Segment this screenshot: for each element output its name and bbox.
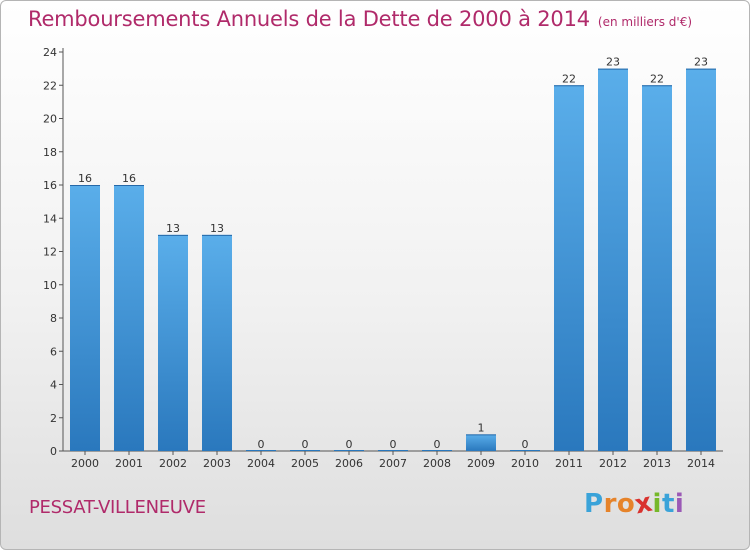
x-tick-label: 2011 bbox=[555, 457, 583, 470]
value-label: 0 bbox=[258, 438, 265, 451]
bar bbox=[554, 85, 584, 451]
logo-letter: r bbox=[603, 489, 617, 519]
value-label: 16 bbox=[122, 172, 136, 185]
x-tick-label: 2010 bbox=[511, 457, 539, 470]
bar bbox=[70, 185, 100, 451]
x-tick-label: 2001 bbox=[115, 457, 143, 470]
y-tick-label: 12 bbox=[43, 246, 57, 259]
y-tick-label: 4 bbox=[50, 379, 57, 392]
y-tick-label: 20 bbox=[43, 113, 57, 126]
bar bbox=[598, 68, 628, 451]
title-text: Remboursements Annuels de la Dette de 20… bbox=[28, 7, 590, 31]
value-label: 0 bbox=[302, 438, 309, 451]
bar bbox=[290, 450, 320, 451]
x-tick-label: 2004 bbox=[247, 457, 275, 470]
y-tick-label: 6 bbox=[50, 345, 57, 358]
value-label: 22 bbox=[650, 72, 664, 85]
value-label: 0 bbox=[522, 438, 529, 451]
bar bbox=[246, 450, 276, 451]
y-tick-label: 2 bbox=[50, 412, 57, 425]
title-unit: (en milliers d'€) bbox=[597, 15, 693, 29]
value-label: 0 bbox=[434, 438, 441, 451]
y-tick-label: 8 bbox=[50, 312, 57, 325]
bar bbox=[202, 234, 232, 451]
bar bbox=[378, 450, 408, 451]
x-tick-label: 2005 bbox=[291, 457, 319, 470]
bars bbox=[70, 68, 716, 451]
y-tick-label: 24 bbox=[43, 46, 57, 59]
y-tick-label: 22 bbox=[43, 79, 57, 92]
value-label: 1 bbox=[478, 421, 485, 434]
value-label: 0 bbox=[346, 438, 353, 451]
data-labels: 16 16 13 13 0 0 0 0 0 1 0 22 23 22 23 bbox=[78, 56, 708, 451]
logo-letter: P bbox=[584, 489, 604, 519]
place-name: PESSAT-VILLENEUVE bbox=[29, 497, 206, 518]
y-tick-label: 18 bbox=[43, 146, 57, 159]
value-label: 16 bbox=[78, 172, 92, 185]
x-tick-label: 2003 bbox=[203, 457, 231, 470]
bar bbox=[334, 450, 364, 451]
x-tick-label: 2006 bbox=[335, 457, 363, 470]
value-label: 23 bbox=[606, 56, 620, 69]
y-tick-label: 14 bbox=[43, 212, 57, 225]
logo-letter: i bbox=[652, 489, 662, 519]
y-tick-label: 16 bbox=[43, 179, 57, 192]
bar bbox=[510, 450, 540, 451]
logo-letter: t bbox=[661, 489, 675, 519]
y-tick-label: 0 bbox=[50, 445, 57, 458]
x-tick-label: 2012 bbox=[599, 457, 627, 470]
value-label: 13 bbox=[210, 222, 224, 235]
bar bbox=[114, 185, 144, 451]
bar bbox=[158, 234, 188, 451]
x-tick-label: 2000 bbox=[71, 457, 99, 470]
bar bbox=[686, 68, 716, 451]
proxiti-logo: Proxiti bbox=[584, 488, 685, 521]
value-label: 0 bbox=[390, 438, 397, 451]
value-label: 22 bbox=[562, 72, 576, 85]
bar bbox=[422, 450, 452, 451]
x-tick-label: 2009 bbox=[467, 457, 495, 470]
x-tick-label: 2008 bbox=[423, 457, 451, 470]
logo-letter: o bbox=[616, 489, 636, 519]
x-tick-label: 2007 bbox=[379, 457, 407, 470]
bar bbox=[466, 434, 496, 451]
y-tick-label: 10 bbox=[43, 279, 57, 292]
x-tick-label: 2013 bbox=[643, 457, 671, 470]
chart-title: Remboursements Annuels de la Dette de 20… bbox=[28, 7, 692, 31]
value-label: 23 bbox=[694, 56, 708, 69]
bar bbox=[642, 85, 672, 451]
value-label: 13 bbox=[166, 222, 180, 235]
logo-letter: i bbox=[674, 489, 685, 519]
x-tick-label: 2002 bbox=[159, 457, 187, 470]
x-tick-label: 2014 bbox=[687, 457, 715, 470]
